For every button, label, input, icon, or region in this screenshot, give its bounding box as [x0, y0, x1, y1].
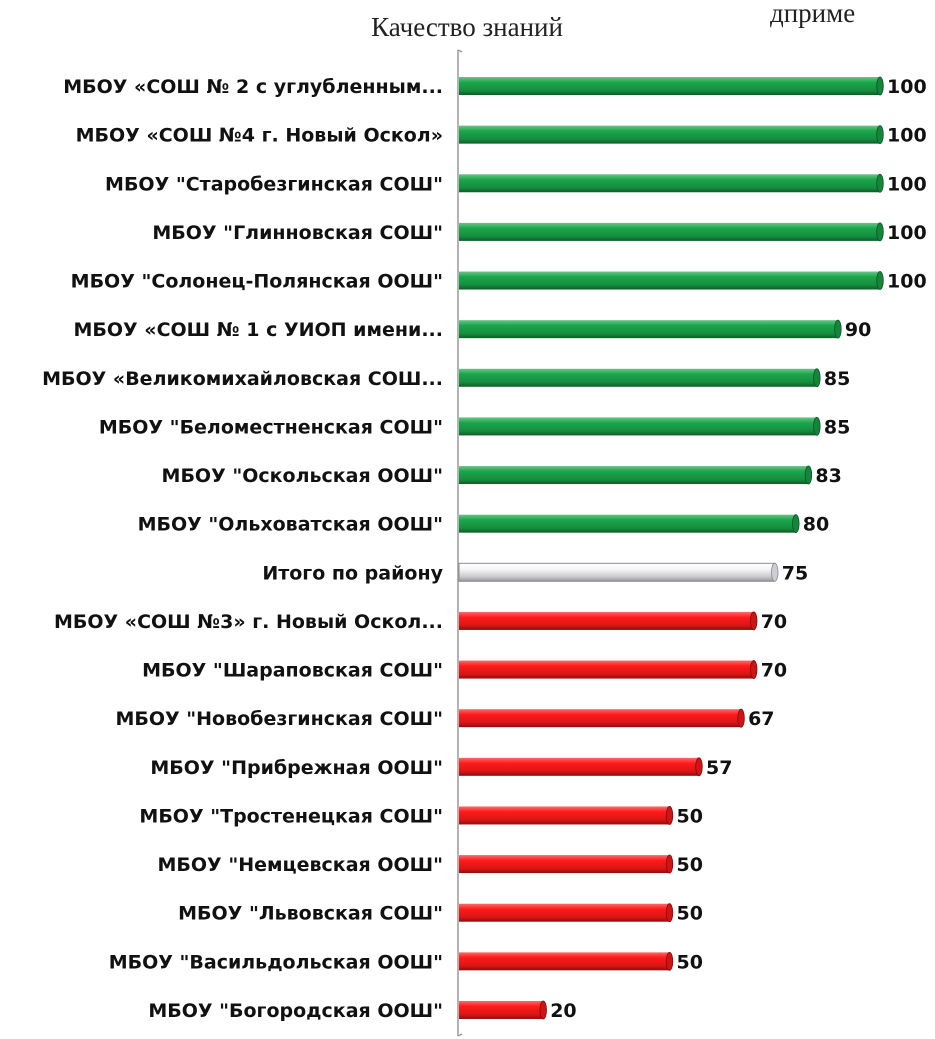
bar: [459, 611, 754, 630]
bar-end-cap: [792, 514, 800, 534]
value-label: 83: [815, 465, 841, 487]
value-label: 70: [761, 611, 787, 633]
category-label: МБОУ "Солонец-Полянская ООШ": [71, 271, 443, 293]
value-label: 85: [824, 416, 850, 438]
category-labels: МБОУ «СОШ № 2 с углубленным... МБОУ «СОШ …: [42, 76, 443, 1022]
value-label: 100: [887, 222, 927, 244]
value-label: 50: [677, 903, 703, 925]
value-label: 70: [761, 660, 787, 682]
value-label: 100: [887, 125, 927, 147]
bar: [459, 757, 699, 776]
category-label: МБОУ «СОШ №3» г. Новый Оскол...: [54, 611, 443, 633]
bar-end-cap: [665, 806, 674, 825]
category-label: МБОУ "Богородская ООШ": [148, 1000, 443, 1022]
value-label: 100: [887, 271, 927, 293]
bar: [459, 368, 817, 387]
category-label: МБОУ "Оскольская ООШ": [162, 465, 443, 487]
category-label: МБОУ «СОШ №4 г. Новый Оскол»: [76, 125, 443, 147]
bar-end-cap: [876, 125, 884, 145]
bar-end-cap: [876, 76, 884, 96]
bar: [459, 466, 809, 485]
bar: [459, 1000, 544, 1019]
value-label: 80: [803, 514, 829, 536]
bar: [459, 514, 796, 533]
category-label: МБОУ «СОШ № 1 с УИОП имени...: [74, 319, 444, 341]
value-label: 20: [550, 1000, 576, 1022]
top-cropped-text: дприме: [770, 0, 855, 28]
bars: [458, 76, 884, 1020]
bar-end-cap: [539, 1000, 547, 1020]
bar-end-cap: [876, 271, 884, 290]
bar: [459, 125, 880, 144]
bar: [459, 77, 880, 95]
category-label: МБОУ "Немцевская ООШ": [158, 854, 443, 876]
value-label: 90: [845, 319, 871, 341]
value-label: 100: [887, 173, 927, 195]
value-label: 67: [748, 708, 774, 730]
bar: [459, 320, 838, 339]
chart-title: Качество знаний: [371, 12, 563, 42]
bar-end-cap: [737, 708, 745, 728]
value-label: 50: [677, 854, 703, 876]
value-labels: 100 100 100 100 100 90 85 85 83 80 75 70 70 67 57 50 50 5…: [550, 76, 926, 1022]
category-label: МБОУ "Львовская СОШ": [178, 903, 443, 925]
bar: [459, 271, 880, 290]
bar-end-cap: [813, 417, 821, 436]
bar: [459, 417, 817, 436]
value-label: 50: [677, 805, 703, 827]
bar: [459, 660, 754, 679]
category-label: МБОУ "Ольховатская ООШ": [138, 514, 443, 536]
category-label: МБОУ "Васильдольская ООШ": [109, 951, 443, 973]
category-label: МБОУ "Старобезгинская СОШ": [105, 173, 443, 195]
category-label: МБОУ "Новобезгинская СОШ": [115, 708, 443, 730]
category-label: МБОУ "Тростенецкая СОШ": [139, 805, 443, 827]
bar-end-cap: [665, 854, 674, 874]
bar-end-cap: [750, 611, 758, 631]
bar: [459, 806, 670, 825]
bar: [459, 855, 670, 874]
bar-end-cap: [771, 562, 779, 582]
bar-end-cap: [665, 903, 674, 923]
bar: [459, 903, 670, 922]
bar: [459, 174, 880, 193]
category-label: МБОУ «СОШ № 2 с углубленным...: [63, 76, 443, 98]
value-label: 75: [782, 562, 808, 584]
bar-end-cap: [876, 173, 884, 193]
bar: [459, 222, 880, 241]
category-label: МБОУ "Беломестненская СОШ": [99, 416, 443, 438]
bar: [459, 952, 670, 971]
value-label: 50: [677, 951, 703, 973]
bar: [459, 709, 742, 728]
category-label: МБОУ "Прибрежная ООШ": [150, 757, 443, 779]
bar-end-cap: [695, 757, 703, 777]
bar: [458, 562, 776, 582]
category-label: МБОУ "Шараповская СОШ": [142, 660, 443, 682]
bar-end-cap: [665, 951, 674, 971]
value-label: 57: [706, 757, 732, 779]
value-label: 85: [824, 368, 850, 390]
bar-end-cap: [834, 319, 842, 339]
category-label: МБОУ «Великомихайловская СОШ...: [42, 368, 443, 390]
value-label: 100: [887, 76, 927, 98]
category-axis: [457, 49, 463, 1037]
bar-end-cap: [813, 368, 821, 388]
category-label: МБОУ "Глинновская СОШ": [152, 222, 443, 244]
bar-end-cap: [804, 465, 813, 485]
bar-end-cap: [876, 222, 884, 242]
bar-end-cap: [750, 660, 758, 679]
category-label: Итого по району: [262, 562, 443, 584]
